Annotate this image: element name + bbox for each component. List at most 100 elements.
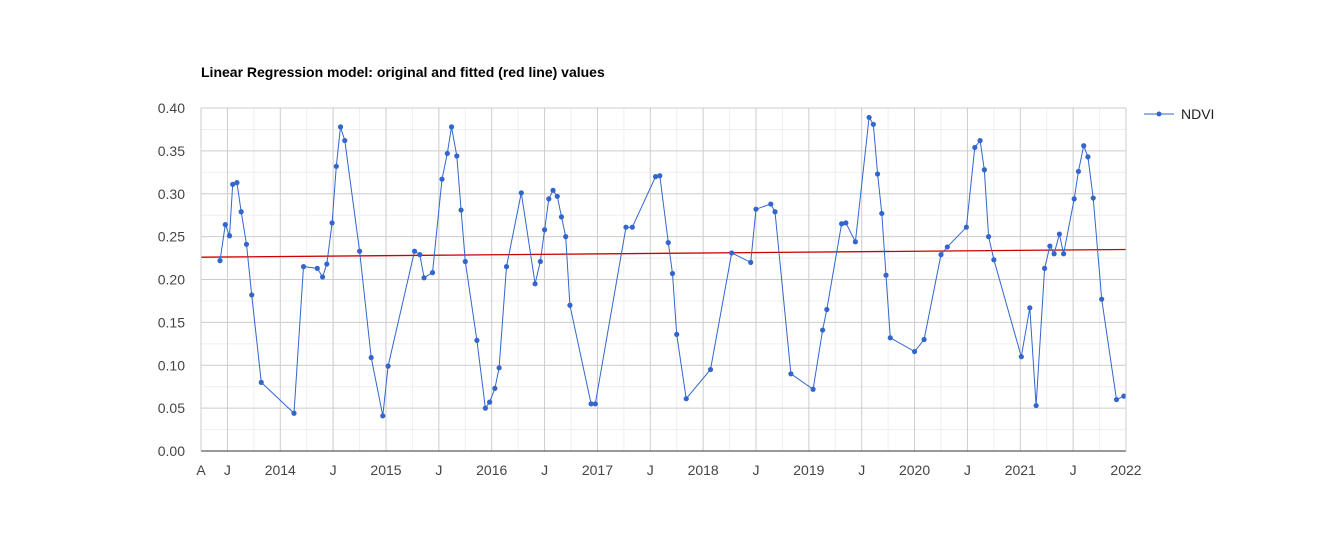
ndvi-data-point[interactable]: [652, 174, 659, 180]
ndvi-data-point[interactable]: [226, 233, 233, 239]
ndvi-data-point[interactable]: [1113, 396, 1120, 403]
ndvi-data-point[interactable]: [592, 401, 598, 407]
ndvi-data-point[interactable]: [674, 331, 680, 337]
ndvi-data-point[interactable]: [843, 220, 849, 226]
ndvi-data-point[interactable]: [558, 214, 565, 220]
ndvi-data-point[interactable]: [518, 190, 524, 196]
ndvi-data-point[interactable]: [380, 413, 386, 419]
ndvi-data-point[interactable]: [319, 274, 326, 280]
ndvi-data-point[interactable]: [567, 302, 573, 308]
ndvi-data-point[interactable]: [454, 153, 460, 159]
ndvi-data-point[interactable]: [234, 180, 240, 186]
ndvi-data-point[interactable]: [1081, 143, 1087, 149]
ndvi-data-point[interactable]: [458, 207, 464, 213]
ndvi-data-point[interactable]: [439, 176, 445, 182]
ndvi-data-point[interactable]: [883, 272, 889, 278]
ndvi-data-point[interactable]: [985, 234, 992, 240]
ndvi-data-point[interactable]: [963, 224, 969, 230]
ndvi-data-point[interactable]: [810, 386, 816, 392]
ndvi-data-point[interactable]: [1090, 195, 1096, 201]
ndvi-data-point[interactable]: [866, 114, 872, 121]
ndvi-data-point[interactable]: [824, 306, 830, 313]
ndvi-data-point[interactable]: [337, 124, 344, 130]
ndvi-data-point[interactable]: [230, 181, 236, 187]
ndvi-data-point[interactable]: [1042, 265, 1048, 271]
ndvi-data-point[interactable]: [563, 234, 569, 240]
ndvi-data-point[interactable]: [385, 363, 391, 369]
ndvi-data-point[interactable]: [938, 252, 944, 258]
ndvi-data-point[interactable]: [342, 137, 348, 144]
ndvi-data-point[interactable]: [839, 221, 845, 227]
ndvi-data-point[interactable]: [474, 337, 480, 343]
ndvi-data-point[interactable]: [1085, 154, 1091, 160]
ndvi-data-point[interactable]: [657, 173, 663, 179]
legend[interactable]: NDVI: [1144, 106, 1214, 122]
ndvi-data-point[interactable]: [492, 385, 498, 392]
ndvi-data-point[interactable]: [217, 258, 223, 264]
ndvi-data-point[interactable]: [588, 401, 594, 407]
ndvi-data-point[interactable]: [368, 354, 374, 361]
ndvi-data-point[interactable]: [1047, 243, 1053, 249]
ndvi-data-point[interactable]: [291, 410, 297, 416]
ndvi-data-point[interactable]: [623, 224, 629, 230]
ndvi-data-point[interactable]: [887, 335, 893, 341]
ndvi-data-point[interactable]: [496, 365, 502, 371]
ndvi-data-point[interactable]: [981, 167, 987, 173]
ndvi-data-point[interactable]: [482, 405, 488, 411]
ndvi-data-point[interactable]: [550, 187, 556, 193]
ndvi-data-point[interactable]: [243, 241, 250, 247]
ndvi-data-point[interactable]: [753, 206, 759, 212]
ndvi-data-point[interactable]: [238, 209, 244, 215]
ndvi-data-point[interactable]: [300, 264, 307, 270]
ndvi-data-point[interactable]: [429, 270, 436, 276]
ndvi-data-point[interactable]: [532, 281, 538, 287]
ndvi-data-point[interactable]: [546, 196, 552, 202]
ndvi-data-point[interactable]: [421, 275, 427, 281]
ndvi-data-point[interactable]: [554, 193, 560, 199]
ndvi-data-point[interactable]: [324, 261, 330, 267]
ndvi-data-point[interactable]: [1121, 393, 1127, 399]
ndvi-data-point[interactable]: [911, 348, 918, 355]
ndvi-data-point[interactable]: [788, 371, 794, 377]
ndvi-data-point[interactable]: [1051, 251, 1057, 257]
ndvi-data-point[interactable]: [222, 222, 228, 228]
ndvi-data-point[interactable]: [729, 250, 735, 256]
ndvi-data-point[interactable]: [537, 258, 543, 265]
ndvi-data-point[interactable]: [249, 292, 255, 298]
ndvi-data-point[interactable]: [356, 248, 363, 254]
ndvi-data-point[interactable]: [1075, 168, 1082, 175]
ndvi-data-point[interactable]: [707, 366, 714, 373]
ndvi-data-point[interactable]: [444, 150, 450, 157]
ndvi-data-point[interactable]: [879, 210, 885, 217]
ndvi-data-point[interactable]: [1099, 296, 1105, 302]
ndvi-data-point[interactable]: [411, 248, 418, 254]
ndvi-data-point[interactable]: [258, 379, 264, 385]
ndvi-data-point[interactable]: [1056, 231, 1062, 237]
ndvi-data-point[interactable]: [852, 239, 858, 245]
ndvi-data-point[interactable]: [820, 327, 826, 333]
ndvi-data-point[interactable]: [1033, 402, 1039, 409]
ndvi-data-point[interactable]: [417, 252, 423, 258]
ndvi-data-point[interactable]: [1071, 196, 1077, 202]
ndvi-data-point[interactable]: [629, 224, 635, 230]
ndvi-data-point[interactable]: [991, 257, 997, 263]
ndvi-data-point[interactable]: [1061, 251, 1067, 257]
ndvi-data-point[interactable]: [972, 144, 978, 151]
ndvi-data-point[interactable]: [768, 201, 774, 207]
ndvi-data-point[interactable]: [541, 227, 548, 233]
ndvi-data-point[interactable]: [314, 265, 320, 271]
ndvi-data-point[interactable]: [944, 244, 950, 250]
ndvi-data-point[interactable]: [683, 396, 689, 402]
ndvi-data-point[interactable]: [748, 259, 754, 265]
ndvi-data-point[interactable]: [1027, 305, 1033, 311]
ndvi-data-point[interactable]: [1018, 354, 1024, 360]
ndvi-data-point[interactable]: [333, 163, 339, 169]
ndvi-data-point[interactable]: [977, 137, 983, 144]
ndvi-data-point[interactable]: [669, 270, 676, 277]
ndvi-data-point[interactable]: [921, 336, 927, 343]
ndvi-data-point[interactable]: [462, 258, 468, 265]
ndvi-data-point[interactable]: [870, 121, 876, 127]
ndvi-data-point[interactable]: [665, 240, 671, 246]
ndvi-data-point[interactable]: [772, 209, 778, 215]
ndvi-data-point[interactable]: [487, 399, 493, 405]
